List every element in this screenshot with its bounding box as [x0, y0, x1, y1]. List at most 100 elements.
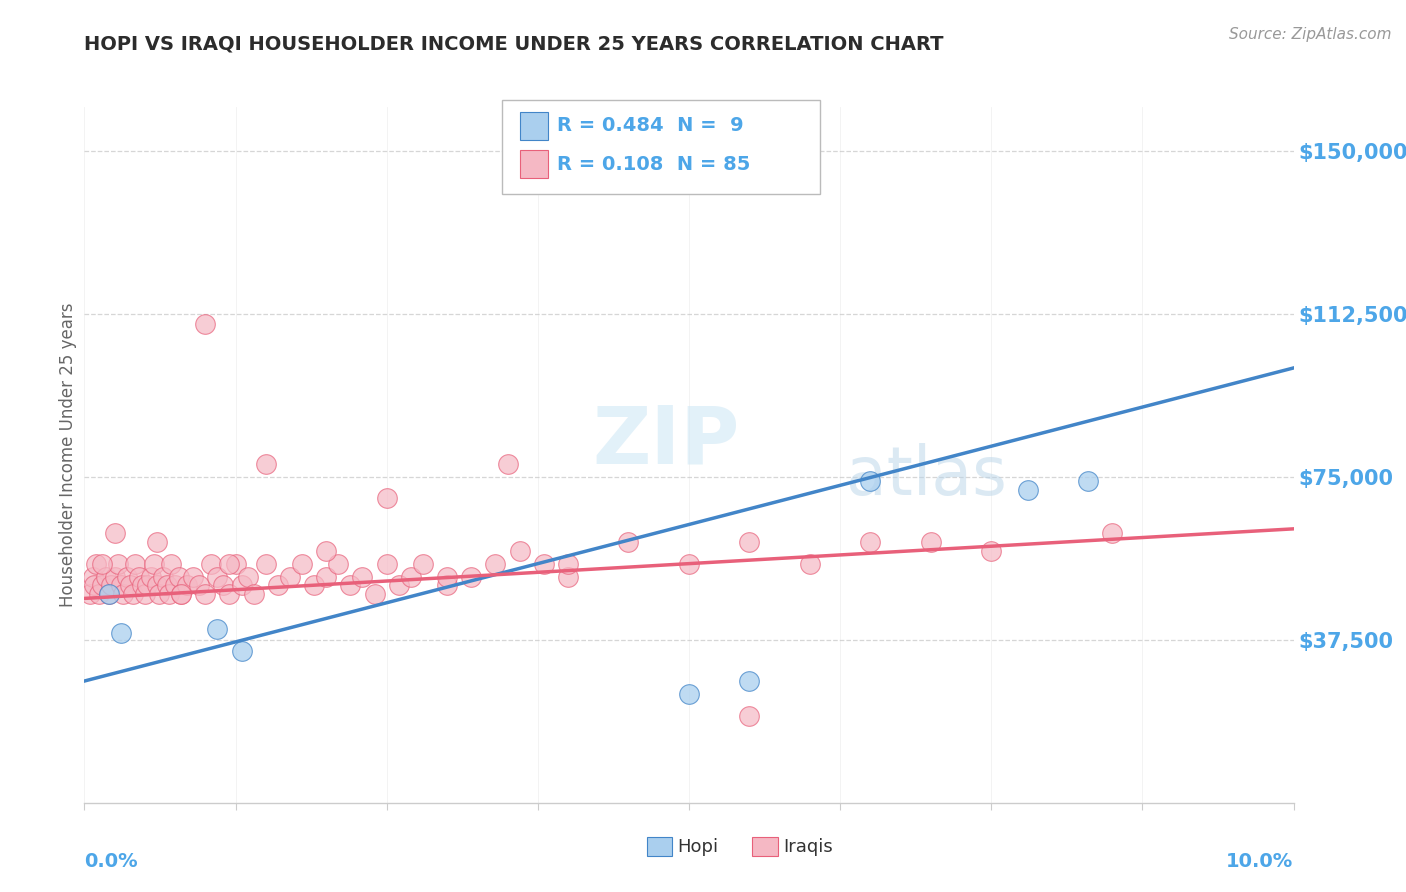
Point: [155, 578, 177, 592]
Point: [170, 587, 193, 601]
Text: 0.0%: 0.0%: [84, 852, 138, 871]
Point: [79, 587, 101, 601]
Text: atlas: atlas: [846, 442, 1007, 508]
Point: [218, 557, 240, 571]
Point: [115, 570, 138, 584]
Text: R = 0.484  N =  9: R = 0.484 N = 9: [557, 116, 744, 136]
Text: 10.0%: 10.0%: [1226, 852, 1294, 871]
Point: [170, 587, 193, 601]
Point: [460, 570, 482, 584]
Point: [678, 687, 700, 701]
Point: [388, 578, 411, 592]
Point: [160, 557, 183, 571]
Point: [533, 557, 555, 571]
Point: [436, 578, 458, 592]
Point: [484, 557, 506, 571]
Point: [980, 543, 1002, 558]
Point: [352, 570, 374, 584]
Point: [738, 535, 761, 549]
Point: [375, 491, 398, 506]
Point: [148, 587, 170, 601]
Point: [315, 570, 337, 584]
Point: [91, 557, 114, 571]
Point: [128, 570, 150, 584]
Point: [231, 643, 253, 657]
Point: [859, 474, 882, 488]
Point: [231, 578, 253, 592]
Point: [207, 570, 229, 584]
Point: [557, 570, 579, 584]
Point: [165, 578, 187, 592]
Text: Hopi: Hopi: [678, 838, 718, 855]
Point: [738, 674, 761, 689]
Point: [254, 557, 277, 571]
Point: [100, 578, 122, 592]
Point: [328, 557, 350, 571]
Point: [97, 587, 120, 601]
Point: [121, 587, 143, 601]
Point: [124, 557, 146, 571]
Point: [83, 578, 105, 592]
Point: [225, 557, 247, 571]
Point: [920, 535, 942, 549]
Point: [87, 587, 110, 601]
Point: [242, 587, 264, 601]
Point: [200, 557, 222, 571]
Point: [120, 578, 142, 592]
Text: R = 0.108  N = 85: R = 0.108 N = 85: [557, 154, 751, 174]
Point: [110, 578, 132, 592]
Point: [152, 570, 174, 584]
Point: [799, 557, 821, 571]
Y-axis label: Householder Income Under 25 years: Householder Income Under 25 years: [59, 302, 77, 607]
Point: [557, 557, 579, 571]
Point: [167, 570, 190, 584]
Point: [134, 587, 156, 601]
Point: [139, 570, 162, 584]
Point: [207, 622, 229, 636]
Point: [302, 578, 325, 592]
Point: [82, 570, 104, 584]
Point: [86, 557, 108, 571]
Point: [146, 578, 169, 592]
Point: [678, 557, 700, 571]
Point: [291, 557, 314, 571]
Point: [131, 578, 153, 592]
Point: [157, 587, 180, 601]
Point: [94, 570, 117, 584]
Point: [339, 578, 361, 592]
Point: [617, 535, 640, 549]
Point: [496, 457, 519, 471]
Point: [436, 570, 458, 584]
Point: [194, 587, 217, 601]
Point: [104, 526, 127, 541]
Point: [97, 587, 120, 601]
Point: [1017, 483, 1039, 497]
Point: [110, 626, 132, 640]
Text: ZIP: ZIP: [592, 402, 740, 480]
Point: [509, 543, 531, 558]
Point: [136, 578, 159, 592]
Point: [412, 557, 434, 571]
Point: [1077, 474, 1099, 488]
Text: Iraqis: Iraqis: [783, 838, 832, 855]
Point: [738, 708, 761, 723]
Point: [194, 318, 217, 332]
Point: [146, 535, 169, 549]
Point: [267, 578, 290, 592]
Point: [181, 570, 204, 584]
Point: [143, 557, 166, 571]
Point: [188, 578, 211, 592]
Point: [375, 557, 398, 571]
Text: Source: ZipAtlas.com: Source: ZipAtlas.com: [1229, 27, 1392, 42]
Point: [112, 587, 135, 601]
Point: [363, 587, 385, 601]
Point: [1101, 526, 1123, 541]
Point: [315, 543, 337, 558]
Text: HOPI VS IRAQI HOUSEHOLDER INCOME UNDER 25 YEARS CORRELATION CHART: HOPI VS IRAQI HOUSEHOLDER INCOME UNDER 2…: [84, 35, 943, 54]
Point: [176, 578, 198, 592]
Point: [399, 570, 422, 584]
Point: [91, 578, 114, 592]
Point: [236, 570, 259, 584]
Point: [104, 570, 127, 584]
Point: [212, 578, 235, 592]
